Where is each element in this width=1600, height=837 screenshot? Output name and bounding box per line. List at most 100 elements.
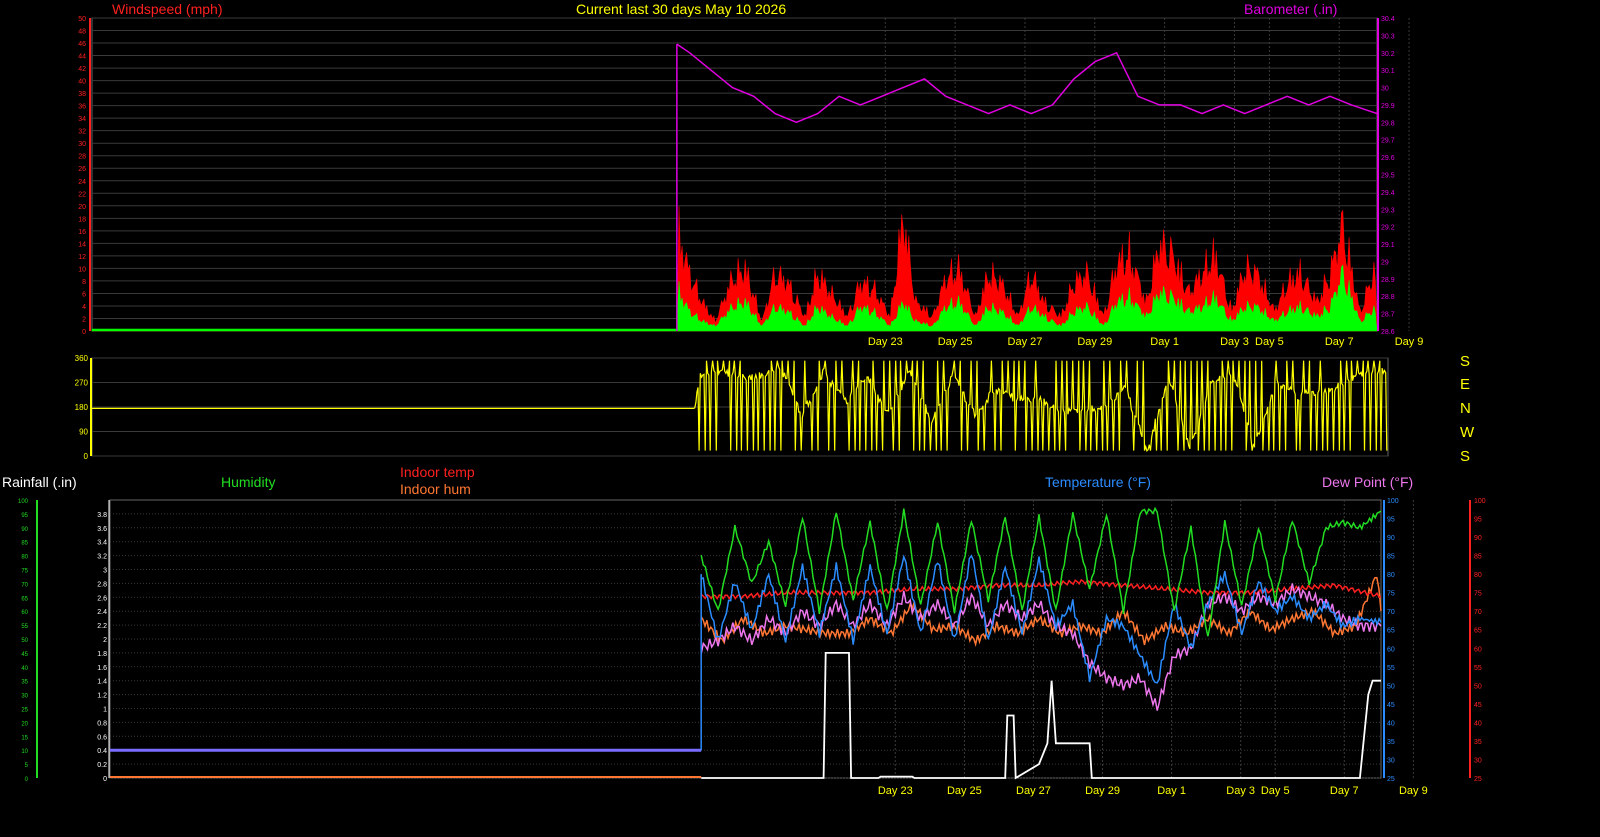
wind-tick-label: 20: [78, 204, 86, 211]
compass-s2: S: [1460, 448, 1471, 465]
wind-tick-label: 50: [78, 16, 86, 23]
wind-tick-label: 40: [78, 79, 86, 86]
dewpoint-tick-label: 60: [1474, 646, 1482, 653]
wind-tick-label: 26: [78, 166, 86, 173]
compass-e: E: [1460, 376, 1471, 393]
temp-tick-label: 95: [1387, 517, 1395, 524]
humidity-tick-label: 30: [21, 694, 28, 700]
wind-day-label: Day 1: [1150, 336, 1179, 348]
rain-tick-label: 2.4: [97, 609, 107, 616]
page-title: Current last 30 days May 10 2026: [576, 1, 787, 17]
humidity-series: [700, 506, 1382, 637]
humidity-tick-label: 5: [25, 763, 29, 769]
wind-tick-label: 42: [78, 66, 86, 73]
wind-tick-label: 34: [78, 116, 86, 123]
lower-day-label: Day 27: [1016, 785, 1051, 797]
indoor-hum-title: Indoor hum: [400, 481, 471, 497]
rain-tick-label: 1.6: [97, 665, 107, 672]
temp-tick-label: 35: [1387, 739, 1395, 746]
dewpoint-tick-label: 70: [1474, 609, 1482, 616]
baro-tick-label: 29.2: [1381, 225, 1395, 232]
wind-tick-label: 12: [78, 254, 86, 261]
temp-tick-label: 40: [1387, 720, 1395, 727]
direction-tick-label: 360: [75, 354, 89, 363]
dewpoint-tick-label: 45: [1474, 702, 1482, 709]
dewpoint-series: [700, 583, 1382, 711]
indoor-temp-title: Indoor temp: [400, 464, 475, 480]
wind-average-series: [91, 264, 1378, 332]
temp-tick-label: 55: [1387, 665, 1395, 672]
temp-tick-label: 100: [1387, 498, 1399, 505]
wind-day-label: Day 23: [868, 336, 903, 348]
compass-w: W: [1460, 424, 1475, 441]
dewpoint-tick-label: 75: [1474, 591, 1482, 598]
dewpoint-tick-label: 85: [1474, 554, 1482, 561]
rain-tick-label: 1.8: [97, 651, 107, 658]
dewpoint-tick-label: 55: [1474, 665, 1482, 672]
wind-tick-label: 10: [78, 266, 86, 273]
temp-tick-label: 70: [1387, 609, 1395, 616]
wind-tick-label: 18: [78, 216, 86, 223]
rain-tick-label: 3.4: [97, 540, 107, 547]
indoor-temp-series: [700, 578, 1382, 601]
wind-tick-label: 44: [78, 54, 86, 61]
dewpoint-tick-label: 40: [1474, 720, 1482, 727]
rain-tick-label: 3.8: [97, 512, 107, 519]
humidity-tick-label: 90: [21, 527, 28, 533]
rainfall-axis-title: Rainfall (.in): [2, 474, 77, 490]
dewpoint-tick-label: 65: [1474, 628, 1482, 635]
lower-day-label: Day 1: [1157, 785, 1186, 797]
wind-tick-label: 38: [78, 91, 86, 98]
humidity-tick-label: 85: [21, 541, 28, 547]
wind-day-label: Day 25: [938, 336, 973, 348]
baro-tick-label: 29.4: [1381, 190, 1395, 197]
compass-s1: S: [1460, 353, 1471, 370]
rain-tick-label: 2: [103, 637, 107, 644]
rain-tick-label: 0.2: [97, 762, 107, 769]
lower-day-label: Day 29: [1085, 785, 1120, 797]
wind-day-label: Day 7: [1325, 336, 1354, 348]
rain-tick-label: 3.2: [97, 554, 107, 561]
baro-tick-label: 30.2: [1381, 51, 1395, 58]
lower-day-label: Day 23: [878, 785, 913, 797]
baro-tick-label: 29: [1381, 259, 1389, 266]
wind-day-label: Day 5: [1255, 336, 1284, 348]
lower-day-label: Day 9: [1399, 785, 1428, 797]
rain-tick-label: 1.4: [97, 679, 107, 686]
humidity-tick-label: 40: [21, 666, 28, 672]
rain-tick-label: 1.2: [97, 693, 107, 700]
rain-tick-label: 1: [103, 707, 107, 714]
temp-tick-label: 30: [1387, 757, 1395, 764]
baro-tick-label: 29.7: [1381, 138, 1395, 145]
baro-tick-label: 29.6: [1381, 155, 1395, 162]
direction-tick-label: 90: [79, 428, 88, 437]
dewpoint-tick-label: 25: [1474, 776, 1482, 783]
barometer-series: [676, 43, 1378, 124]
temp-tick-label: 45: [1387, 702, 1395, 709]
humidity-tick-label: 25: [21, 708, 28, 714]
humidity-tick-label: 100: [18, 499, 29, 505]
wind-tick-label: 8: [82, 279, 86, 286]
wind-tick-label: 22: [78, 191, 86, 198]
wind-tick-label: 2: [82, 316, 86, 323]
wind-day-label: Day 3: [1220, 336, 1249, 348]
axis-layer: 0246810121416182022242628303234363840424…: [18, 16, 1486, 797]
rain-tick-label: 0.6: [97, 734, 107, 741]
wind-tick-label: 28: [78, 154, 86, 161]
series-layer: [91, 43, 1388, 780]
wind-tick-label: 0: [82, 329, 86, 336]
wind-tick-label: 30: [78, 141, 86, 148]
dewpoint-tick-label: 35: [1474, 739, 1482, 746]
humidity-tick-label: 75: [21, 569, 28, 575]
humidity-tick-label: 15: [21, 735, 28, 741]
humidity-tick-label: 60: [21, 610, 28, 616]
humidity-tick-label: 35: [21, 680, 28, 686]
temp-tick-label: 80: [1387, 572, 1395, 579]
humidity-tick-label: 80: [21, 555, 28, 561]
wind-tick-label: 32: [78, 129, 86, 136]
wind-day-label: Day 29: [1077, 336, 1112, 348]
wind-day-label: Day 9: [1395, 336, 1424, 348]
lower-day-label: Day 3: [1226, 785, 1255, 797]
baro-tick-label: 28.6: [1381, 329, 1395, 336]
baro-tick-label: 30.4: [1381, 16, 1395, 23]
